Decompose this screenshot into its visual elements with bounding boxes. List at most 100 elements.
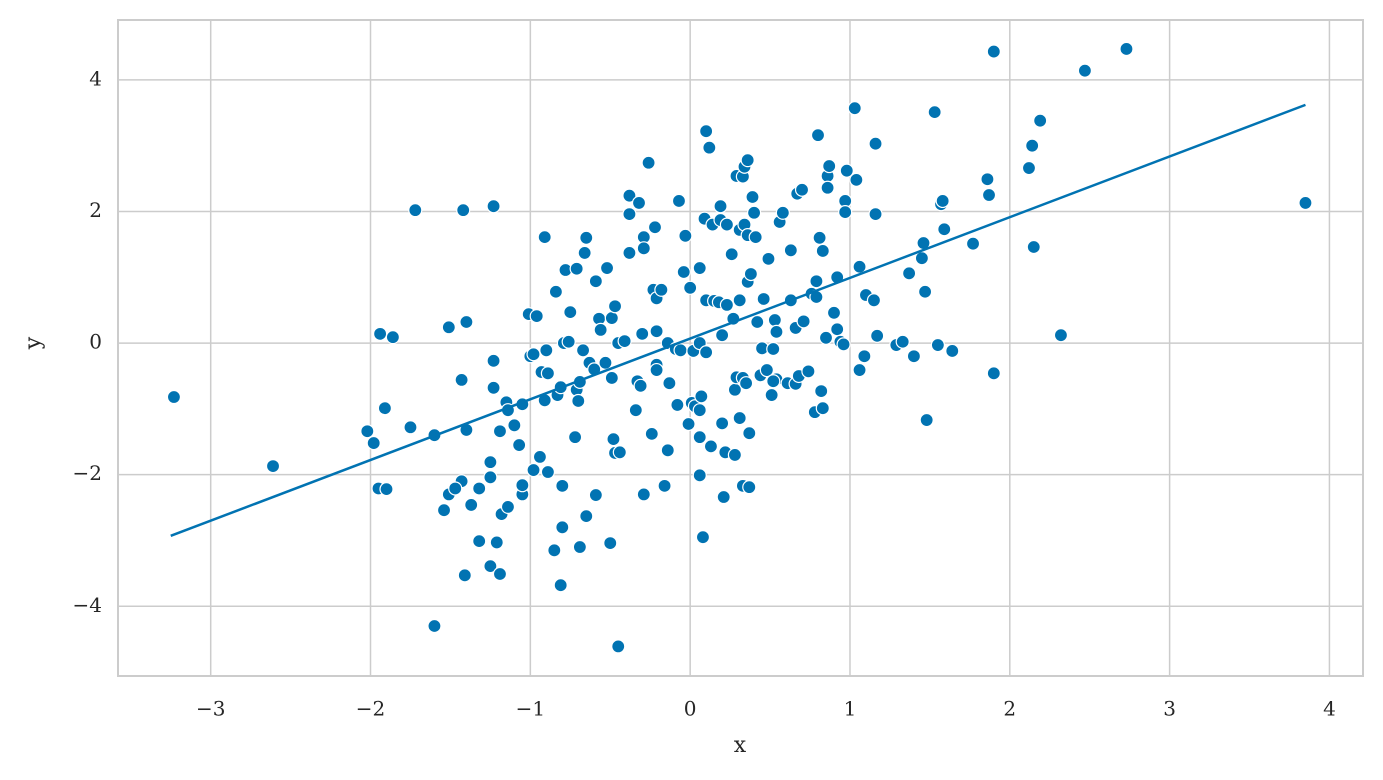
point xyxy=(945,343,960,359)
point xyxy=(820,180,835,195)
point xyxy=(644,426,659,441)
point xyxy=(1077,63,1093,78)
point xyxy=(448,481,463,496)
point xyxy=(715,328,730,343)
point xyxy=(671,193,687,209)
point xyxy=(579,509,594,524)
point xyxy=(483,559,498,574)
plot-area xyxy=(117,19,1364,677)
point xyxy=(454,372,469,388)
point xyxy=(1026,239,1041,255)
point xyxy=(692,430,707,445)
point xyxy=(512,437,527,453)
point xyxy=(631,195,647,211)
point xyxy=(935,193,950,209)
point xyxy=(902,266,917,281)
x-axis-label: x xyxy=(734,733,747,758)
point xyxy=(724,247,739,262)
point xyxy=(830,322,845,337)
point xyxy=(611,639,626,654)
point xyxy=(681,416,696,432)
point xyxy=(588,274,603,289)
point xyxy=(764,387,779,403)
point xyxy=(745,189,760,205)
point xyxy=(606,432,621,447)
point xyxy=(628,403,643,418)
point xyxy=(927,105,942,120)
point xyxy=(692,260,707,276)
x-tick-label: 3 xyxy=(1163,697,1176,721)
point xyxy=(571,393,586,409)
point xyxy=(868,136,883,151)
point xyxy=(569,261,584,276)
point xyxy=(847,101,862,116)
point xyxy=(577,245,592,261)
point xyxy=(641,155,656,170)
point xyxy=(732,410,747,426)
point xyxy=(767,312,782,328)
point xyxy=(472,534,487,549)
point xyxy=(986,44,1001,59)
point xyxy=(868,207,883,222)
point xyxy=(761,251,776,266)
point xyxy=(836,337,851,352)
point xyxy=(692,403,707,418)
point xyxy=(917,284,933,299)
x-tick-label: 4 xyxy=(1323,697,1336,721)
point xyxy=(507,418,522,433)
point xyxy=(548,284,564,299)
point xyxy=(748,230,763,245)
point xyxy=(441,320,456,335)
point xyxy=(427,618,442,634)
point xyxy=(612,445,627,460)
point xyxy=(456,203,471,218)
point xyxy=(965,236,981,251)
point xyxy=(561,334,576,349)
point xyxy=(775,205,790,220)
point xyxy=(981,187,997,203)
point xyxy=(537,230,552,245)
y-tick-label: 0 xyxy=(89,330,102,354)
point xyxy=(515,478,530,493)
point xyxy=(436,503,452,518)
point xyxy=(746,205,762,220)
point xyxy=(529,308,544,324)
point xyxy=(567,430,583,445)
point xyxy=(738,376,754,391)
y-tick-label: 4 xyxy=(89,66,102,90)
point xyxy=(575,343,591,358)
point xyxy=(662,376,677,391)
point xyxy=(801,364,816,379)
point xyxy=(379,482,394,497)
point xyxy=(647,220,663,235)
point xyxy=(849,172,864,187)
point xyxy=(673,343,688,358)
point xyxy=(809,274,824,289)
point xyxy=(633,378,648,393)
point xyxy=(676,264,691,280)
point xyxy=(826,305,842,320)
point xyxy=(822,158,837,174)
point xyxy=(377,401,392,416)
point xyxy=(572,539,587,555)
regression-line xyxy=(170,103,1306,538)
x-tick-label: 0 xyxy=(684,697,697,721)
point xyxy=(756,291,771,307)
x-tick-label: 1 xyxy=(844,697,857,721)
point xyxy=(265,459,281,474)
y-tick-label: 2 xyxy=(89,198,102,222)
x-tick-label: 2 xyxy=(1003,697,1016,721)
point xyxy=(692,468,707,483)
point xyxy=(815,401,830,416)
point xyxy=(459,314,474,330)
point xyxy=(732,293,747,308)
point xyxy=(555,520,570,535)
point xyxy=(622,245,637,261)
point xyxy=(866,293,882,308)
point xyxy=(366,435,381,451)
point xyxy=(727,447,743,463)
point xyxy=(622,207,637,222)
point xyxy=(654,282,669,297)
point xyxy=(769,324,784,339)
y-tick-label: −2 xyxy=(73,461,102,485)
